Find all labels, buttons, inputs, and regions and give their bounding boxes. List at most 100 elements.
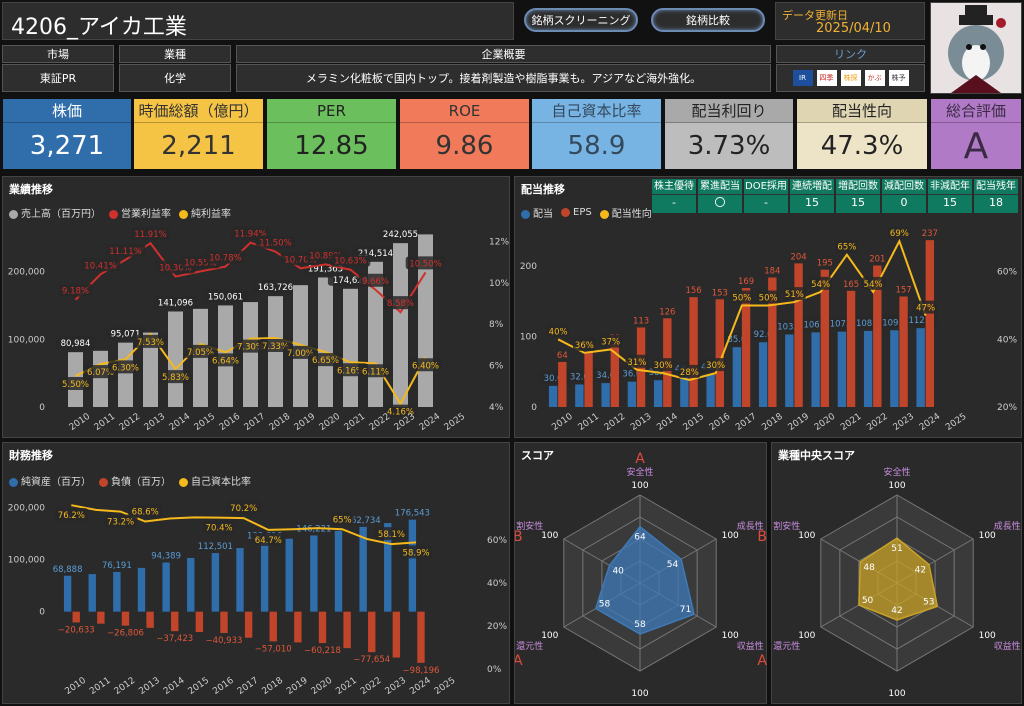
dividend-stat-value: 〇 (714, 196, 726, 209)
legend-op-margin: 営業利益率 (121, 209, 171, 220)
ir-link-icon[interactable]: IR (792, 70, 813, 86)
legend-payout-dot (599, 209, 609, 219)
payout-label-bg (546, 324, 570, 338)
equity-bar (260, 542, 269, 612)
y-tick-right: 60% (487, 536, 507, 546)
kabuyoho-link-icon[interactable]: 株予 (888, 70, 909, 86)
x-tick: 2011 (93, 412, 117, 433)
radar-value: 54 (667, 560, 679, 570)
y-tick-right: 0% (487, 665, 502, 675)
x-tick: 2014 (162, 676, 187, 697)
radar-max-label: 100 (722, 531, 739, 541)
dividend-label: 34.0 (596, 371, 615, 381)
sales-label-bg (252, 280, 299, 294)
x-tick: 2019 (285, 676, 310, 697)
x-tick: 2023 (384, 676, 408, 697)
x-tick: 2015 (682, 412, 706, 433)
x-tick: 2012 (603, 412, 627, 433)
op-margin-label: 10.70% (284, 255, 316, 265)
radar-max-label: 100 (888, 689, 905, 699)
radar-max-label: 100 (631, 689, 648, 699)
kabutan-link-icon[interactable]: 株探 (840, 70, 861, 86)
kpi-label: ROE (400, 99, 529, 123)
dividend-stat-value: 15 (943, 196, 957, 209)
kpi-value: 12.85 (294, 131, 369, 161)
x-tick: 2019 (787, 412, 812, 433)
payout-label: 50% (732, 293, 751, 303)
radar-value: 64 (634, 533, 646, 543)
sales-label: 174,628 (333, 276, 368, 286)
payout-label: 54% (811, 280, 830, 290)
net-margin-label-bg (58, 376, 93, 390)
equity-ratio-label: 58.9% (403, 548, 430, 558)
eps-bar (558, 361, 567, 407)
radar-value: 58 (599, 600, 611, 610)
minkabu-link-icon[interactable]: かぶ (864, 70, 885, 86)
dividend-label: 112.0 (908, 316, 932, 326)
radar-grade: A (757, 653, 767, 669)
net-margin-label-bg (183, 344, 218, 358)
net-margin-label: 6.65% (312, 356, 339, 366)
equity-ratio-label-bg (54, 508, 89, 522)
sales-bar (93, 350, 108, 407)
dividend-stat-5: 減配回数 0 (882, 179, 926, 213)
legend-equity-ratio: 自己資本比率 (191, 477, 251, 488)
net-margin-label-bg (133, 334, 168, 348)
equity-bar (384, 523, 392, 612)
dividend-stat-value: 15 (851, 196, 865, 209)
finance-chart: 0 100,000 200,000 0% 20% 40% 60% 68,888 76,191 94… (8, 501, 507, 697)
x-tick: 2025 (944, 412, 968, 433)
market-value: 東証PR (2, 64, 114, 92)
shikiho-link-icon[interactable]: 四季 (816, 70, 837, 86)
sales-label: 214,514 (358, 249, 393, 259)
dividend-legend: 配当 EPS 配当性向 (521, 205, 652, 220)
dividend-label: 106.0 (803, 320, 827, 330)
sales-label: 163,726 (258, 283, 293, 293)
eps-label: 237 (922, 229, 938, 239)
op-margin-label: 11.91% (134, 230, 166, 240)
eps-bar (873, 265, 882, 407)
op-margin-label: 10.41% (84, 261, 116, 271)
op-margin-label: 9.66% (362, 277, 389, 287)
debt-bar (121, 611, 130, 626)
screening-button[interactable]: 銘柄スクリーニング (524, 8, 638, 32)
x-tick: 2010 (63, 676, 88, 697)
radar-value: 58 (634, 620, 646, 630)
debt-bar (318, 611, 327, 644)
sales-bar (318, 277, 333, 407)
dividend-bar (863, 330, 873, 407)
x-tick: 2020 (318, 412, 343, 433)
sales-bar (343, 288, 358, 407)
equity-bar (137, 567, 146, 612)
update-box: データ更新日 2025/04/10 (775, 2, 925, 40)
payout-label: 36% (575, 341, 594, 351)
payout-label: 37% (601, 337, 620, 347)
y-tick-right: 60% (997, 268, 1017, 278)
radar-axis-label: 収益性 (737, 640, 764, 652)
industry-label: 業種 (119, 45, 231, 63)
kpi-box-0: 株価 3,271 (2, 98, 132, 170)
kpi-label: PER (267, 99, 396, 123)
dividend-stat-header: 連続増配 (790, 179, 834, 195)
kpi-label: 時価総額（億円） (134, 99, 263, 123)
equity-bar (408, 519, 417, 612)
eps-bar (741, 288, 751, 407)
y-tick-right: 20% (997, 403, 1017, 413)
op-margin-label-bg (383, 296, 418, 310)
x-tick: 2011 (577, 412, 601, 433)
industry-radar: 514253425048100安全性100成長性100収益性100効率性100還… (773, 466, 1020, 703)
radar-axis-label: 成長性 (737, 520, 764, 532)
x-tick: 2014 (655, 412, 680, 433)
y-tick-left: 100,000 (8, 335, 45, 345)
compare-button[interactable]: 銘柄比較 (651, 8, 765, 32)
op-margin-label: 9.18% (62, 287, 89, 297)
net-margin-label-bg (108, 360, 143, 374)
performance-legend: 売上高（百万円） 営業利益率 純利益率 (9, 205, 231, 220)
payout-label: 31% (627, 358, 646, 368)
x-tick: 2025 (433, 676, 457, 697)
op-margin-label: 10.30% (159, 264, 191, 274)
dividend-stat-value: 15 (805, 196, 819, 209)
eps-bar (925, 240, 935, 407)
dividend-bar (916, 328, 925, 407)
dividend-bar (706, 374, 715, 407)
